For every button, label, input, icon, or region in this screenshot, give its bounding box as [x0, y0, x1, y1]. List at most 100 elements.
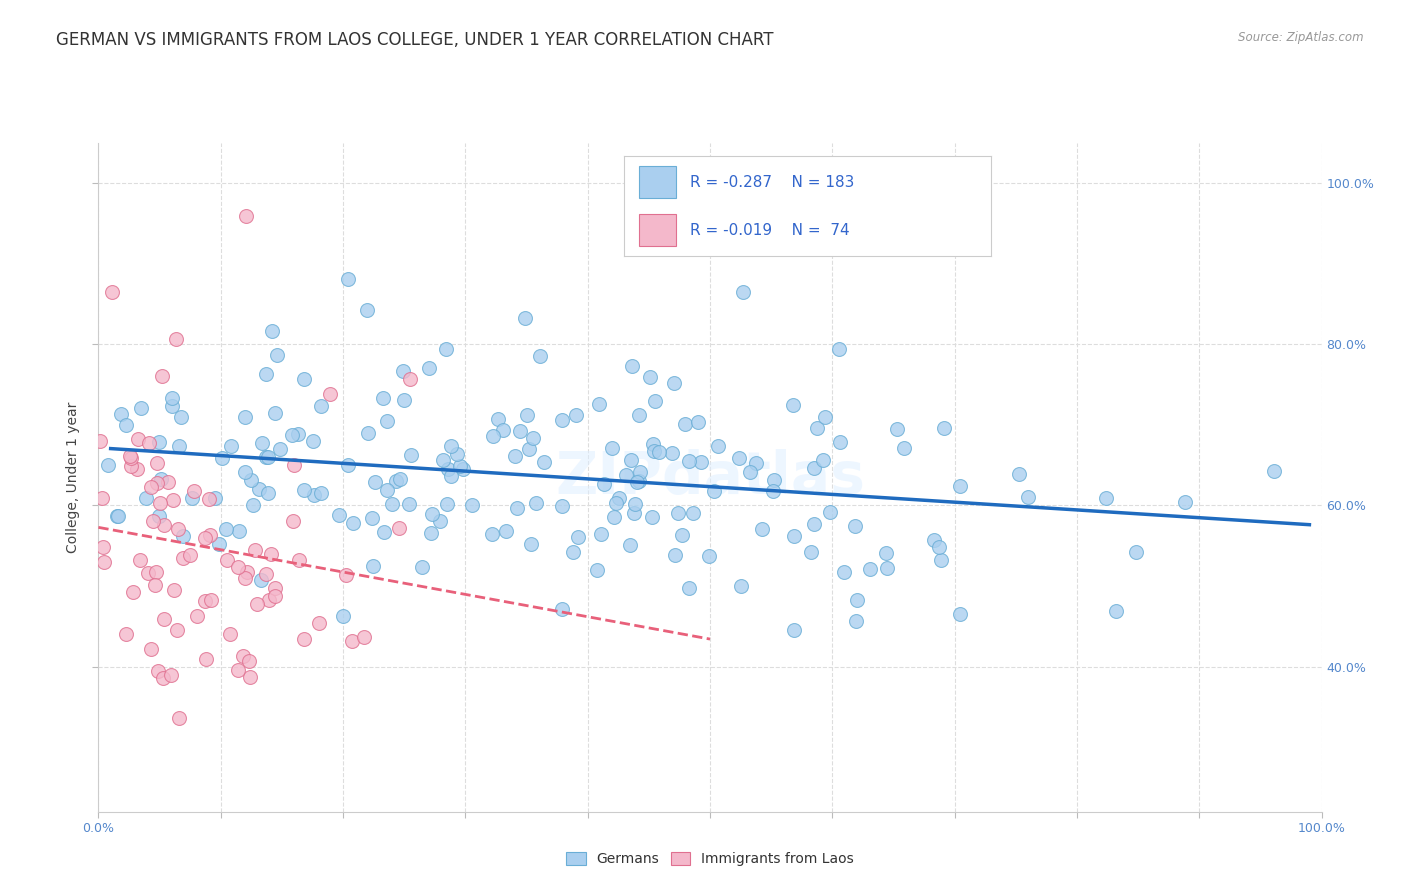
- Point: [149, 496, 172, 510]
- Point: [105, 508, 128, 523]
- Point: [269, 442, 291, 456]
- Point: [505, 449, 527, 463]
- Point: [929, 552, 952, 566]
- Point: [482, 429, 505, 443]
- Point: [893, 441, 915, 455]
- Point: [122, 585, 145, 599]
- Point: [671, 528, 693, 542]
- Legend: Germans, Immigrants from Laos: Germans, Immigrants from Laos: [561, 847, 859, 871]
- Point: [302, 488, 325, 502]
- Point: [233, 409, 256, 424]
- Point: [928, 540, 950, 554]
- Point: [432, 452, 454, 467]
- Point: [335, 567, 357, 582]
- Point: [949, 607, 972, 621]
- Point: [1174, 495, 1197, 509]
- Point: [97, 458, 120, 472]
- Text: Source: ZipAtlas.com: Source: ZipAtlas.com: [1239, 31, 1364, 45]
- Point: [803, 517, 825, 532]
- Point: [782, 398, 804, 412]
- Point: [627, 408, 650, 422]
- Point: [644, 394, 666, 409]
- Point: [690, 455, 713, 469]
- Point: [513, 311, 536, 326]
- Point: [308, 615, 330, 630]
- Point: [449, 458, 471, 473]
- Point: [264, 406, 287, 420]
- Point: [440, 439, 463, 453]
- Point: [165, 332, 187, 346]
- Point: [509, 424, 531, 438]
- Point: [703, 483, 725, 498]
- Text: ZIPdatlas: ZIPdatlas: [555, 449, 865, 506]
- Point: [551, 500, 574, 514]
- Point: [588, 397, 610, 411]
- Point: [198, 492, 221, 507]
- Point: [586, 563, 609, 577]
- Point: [399, 372, 422, 386]
- Point: [215, 522, 238, 536]
- Point: [266, 348, 288, 362]
- Point: [783, 529, 806, 543]
- Point: [200, 593, 222, 607]
- Point: [550, 602, 572, 616]
- Point: [120, 458, 142, 473]
- Point: [845, 593, 868, 607]
- Point: [91, 491, 114, 505]
- Point: [219, 439, 242, 453]
- Point: [128, 552, 150, 566]
- Point: [257, 486, 280, 500]
- Point: [162, 391, 184, 405]
- Point: [440, 469, 463, 483]
- Point: [495, 524, 517, 538]
- Point: [239, 670, 262, 684]
- Point: [254, 450, 277, 465]
- Point: [600, 441, 623, 455]
- Point: [228, 663, 250, 677]
- Point: [186, 609, 208, 624]
- Point: [153, 517, 176, 532]
- Point: [738, 465, 761, 479]
- Point: [806, 421, 828, 435]
- Point: [162, 399, 184, 413]
- Point: [384, 475, 406, 489]
- Point: [149, 472, 172, 486]
- Point: [163, 583, 186, 598]
- Point: [434, 342, 457, 356]
- Point: [257, 450, 280, 465]
- Point: [730, 579, 752, 593]
- Point: [172, 529, 194, 543]
- Point: [115, 417, 138, 432]
- Point: [762, 473, 785, 487]
- Point: [627, 474, 650, 488]
- Point: [623, 506, 645, 520]
- Point: [250, 436, 273, 450]
- Point: [1095, 491, 1118, 505]
- Point: [664, 548, 686, 562]
- Point: [516, 409, 538, 423]
- Point: [398, 497, 420, 511]
- Point: [762, 483, 785, 498]
- Point: [337, 458, 360, 473]
- Point: [481, 527, 503, 541]
- Point: [446, 447, 468, 461]
- Point: [522, 431, 544, 445]
- Point: [309, 485, 332, 500]
- Point: [264, 582, 287, 596]
- Point: [845, 614, 868, 628]
- Point: [429, 514, 451, 528]
- Point: [194, 593, 217, 607]
- Point: [875, 546, 897, 560]
- Point: [232, 649, 254, 664]
- Point: [567, 530, 589, 544]
- Point: [245, 543, 267, 558]
- Text: R = -0.019    N =  74: R = -0.019 N = 74: [690, 223, 851, 238]
- Point: [136, 566, 159, 581]
- Bar: [640, 166, 676, 198]
- Point: [254, 367, 277, 381]
- Point: [215, 553, 238, 567]
- Point: [1125, 545, 1147, 559]
- Point: [520, 537, 543, 551]
- Point: [125, 462, 148, 476]
- Point: [800, 545, 823, 559]
